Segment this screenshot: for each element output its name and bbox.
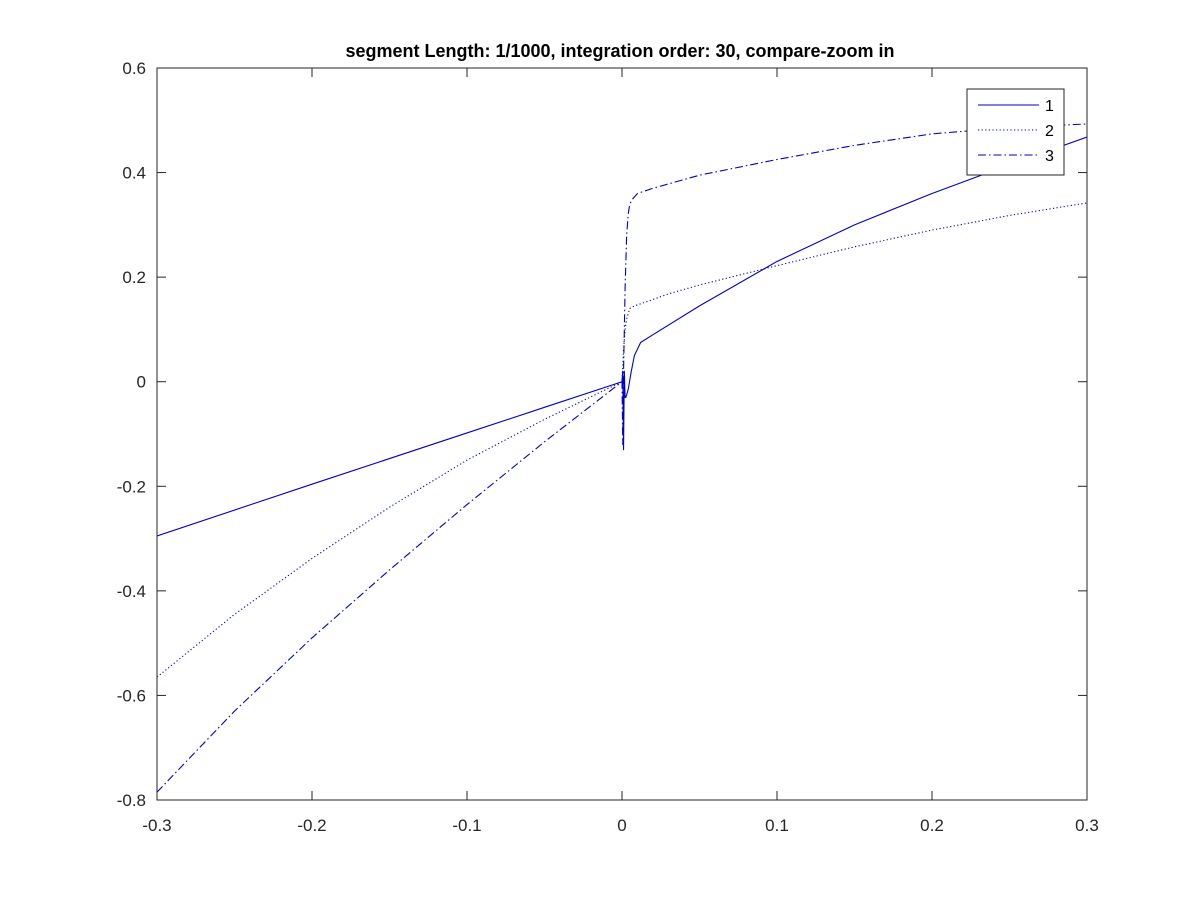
y-tick-label: -0.4 [117, 582, 146, 601]
chart-title: segment Length: 1/1000, integration orde… [345, 41, 894, 61]
series-line-2 [157, 202, 1087, 678]
y-tick-label: 0.2 [122, 268, 146, 287]
y-tick-label: 0.6 [122, 59, 146, 78]
legend-label-3: 3 [1045, 148, 1054, 165]
x-tick-label: -0.2 [297, 816, 326, 835]
plot-area: -0.3 -0.2 -0.1 0 0.1 0.2 0.3 -0.8 -0.6 -0.4 -0.2 0 0… [117, 59, 1099, 835]
legend: 1 2 3 [966, 88, 1065, 176]
y-tick-label: -0.6 [117, 686, 146, 705]
series-line-1 [157, 136, 1087, 537]
series-line-3 [157, 123, 1087, 793]
x-tick-label: 0.1 [765, 816, 789, 835]
axes-background [157, 68, 1087, 800]
legend-label-1: 1 [1045, 98, 1054, 115]
x-tick-label: 0 [617, 816, 626, 835]
y-tick-label: -0.2 [117, 477, 146, 496]
x-tick-label: -0.3 [142, 816, 171, 835]
y-tick-label: 0 [137, 373, 146, 392]
y-tick-label: 0.4 [122, 164, 146, 183]
x-tick-label: 0.2 [920, 816, 944, 835]
legend-label-2: 2 [1045, 123, 1054, 140]
x-tick-label: 0.3 [1075, 816, 1099, 835]
x-tick-label: -0.1 [452, 816, 481, 835]
legend-box [966, 88, 1065, 176]
series-group [157, 123, 1087, 793]
y-tick-label: -0.8 [117, 791, 146, 810]
